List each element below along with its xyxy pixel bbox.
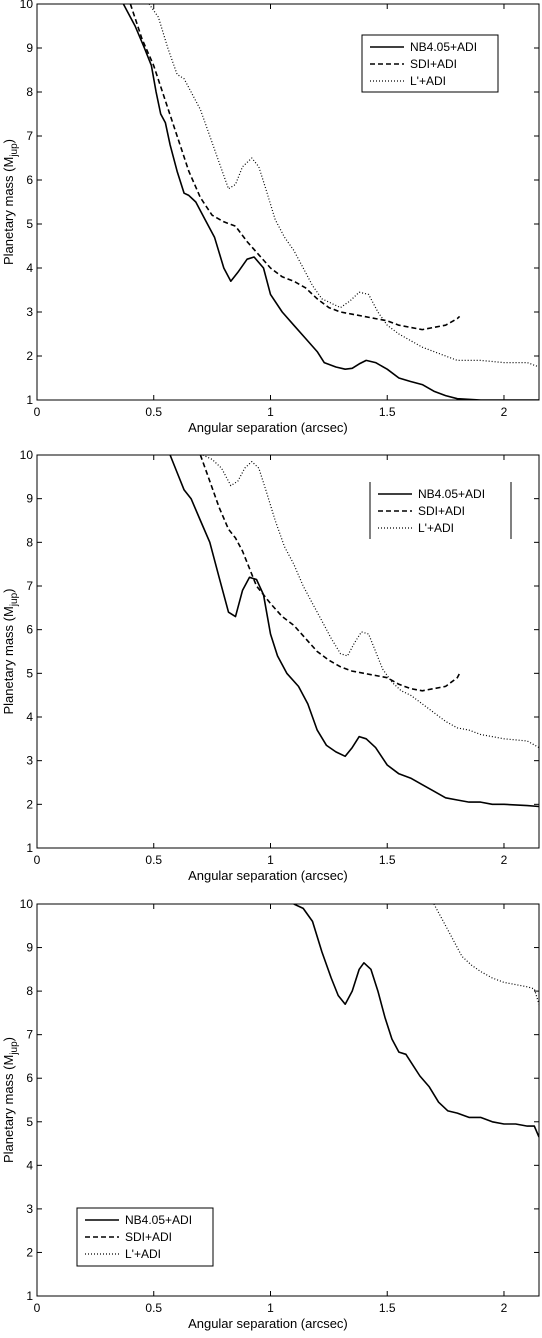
y-tick-label: 4 [26, 261, 33, 275]
y-tick-label: 2 [26, 349, 33, 363]
y-tick-label: 10 [20, 0, 34, 11]
chart-panel-1: 0 0.5 1 1.5 2 1 2 3 4 5 6 7 8 9 10 Angular separation (… [1, 0, 540, 435]
series-line-solid [293, 904, 539, 1138]
x-tick-label: 0 [34, 405, 41, 419]
y-tick-label: 1 [26, 1289, 33, 1303]
y-tick-label: 10 [20, 897, 34, 911]
plot-frame [36, 3, 540, 401]
x-tick-label: 0.5 [145, 405, 162, 419]
x-tick-label: 0.5 [145, 853, 162, 867]
legend-label: SDI+ADI [410, 57, 457, 71]
x-tick-label: 2 [501, 405, 508, 419]
legend-box [361, 34, 499, 93]
y-tick-label: 4 [26, 710, 33, 724]
series-group [293, 904, 539, 1138]
y-tick-label: 3 [26, 1202, 33, 1216]
plot-frame [36, 903, 540, 1297]
legend: NB4.05+ADI SDI+ADI L'+ADI [76, 1207, 214, 1267]
x-tick-label: 1.5 [379, 853, 396, 867]
legend-label: SDI+ADI [125, 1230, 172, 1244]
legend: NB4.05+ADI SDI+ADI L'+ADI [369, 482, 512, 539]
y-tick-label: 4 [26, 1158, 33, 1172]
series-line-dashed [199, 455, 461, 692]
series-group [122, 4, 539, 400]
y-axis-title: Planetary mass (Mjup) [1, 139, 20, 265]
legend: NB4.05+ADI SDI+ADI L'+ADI [361, 34, 499, 93]
series-line-dotted [202, 455, 539, 749]
legend-label: L'+ADI [125, 1247, 161, 1261]
y-tick-label: 1 [26, 841, 33, 855]
x-tick-label: 0 [34, 1301, 41, 1315]
legend-label: NB4.05+ADI [125, 1213, 192, 1227]
legend-box [76, 1207, 214, 1267]
y-tick-label: 6 [26, 173, 33, 187]
y-axis-title: Planetary mass (Mjup) [1, 1037, 20, 1163]
chart-panel-2: 0 0.5 1 1.5 2 1 2 3 4 5 6 7 8 9 10 Angular separation (… [1, 448, 540, 883]
x-tick-label: 2 [501, 853, 508, 867]
legend-label: SDI+ADI [418, 504, 465, 518]
y-tick-label: 3 [26, 305, 33, 319]
series-line-solid [122, 4, 539, 400]
series-group [169, 455, 539, 808]
y-axis-title: Planetary mass (Mjup) [1, 588, 20, 714]
x-axis-title: Angular separation (arcsec) [188, 868, 348, 883]
y-tick-label: 6 [26, 1071, 33, 1085]
series-line-dotted [148, 4, 539, 368]
y-tick-label: 5 [26, 217, 33, 231]
series-line-dotted [433, 904, 539, 1005]
x-axis-title: Angular separation (arcsec) [188, 1316, 348, 1331]
chart-panel-3: 0 0.5 1 1.5 2 1 2 3 4 5 6 7 8 9 10 Angular separation (… [1, 897, 540, 1331]
x-tick-label: 1.5 [379, 405, 396, 419]
y-tick-label: 10 [20, 448, 34, 462]
legend-label: L'+ADI [418, 521, 454, 535]
x-tick-label: 0 [34, 853, 41, 867]
x-tick-label: 1 [267, 405, 274, 419]
y-tick-label: 5 [26, 1115, 33, 1129]
y-tick-label: 2 [26, 797, 33, 811]
x-axis-title: Angular separation (arcsec) [188, 420, 348, 435]
y-tick-label: 9 [26, 41, 33, 55]
legend-label: NB4.05+ADI [410, 40, 477, 54]
x-tick-label: 0.5 [145, 1301, 162, 1315]
x-tick-label: 2 [501, 1301, 508, 1315]
y-tick-label: 8 [26, 984, 33, 998]
y-tick-label: 7 [26, 1028, 33, 1042]
legend-label: L'+ADI [410, 74, 446, 88]
y-tick-label: 5 [26, 666, 33, 680]
y-tick-label: 3 [26, 754, 33, 768]
plot-frame [36, 454, 540, 849]
y-tick-label: 7 [26, 129, 33, 143]
y-tick-label: 2 [26, 1245, 33, 1259]
y-tick-label: 9 [26, 492, 33, 506]
y-tick-label: 1 [26, 393, 33, 407]
legend-label: NB4.05+ADI [418, 487, 485, 501]
x-tick-label: 1 [267, 1301, 274, 1315]
x-tick-label: 1.5 [379, 1301, 396, 1315]
x-tick-label: 1 [267, 853, 274, 867]
series-line-dashed [129, 4, 461, 331]
y-tick-label: 6 [26, 623, 33, 637]
y-tick-label: 8 [26, 85, 33, 99]
y-tick-label: 9 [26, 941, 33, 955]
y-tick-label: 8 [26, 535, 33, 549]
y-tick-label: 7 [26, 579, 33, 593]
series-line-solid [169, 455, 539, 808]
